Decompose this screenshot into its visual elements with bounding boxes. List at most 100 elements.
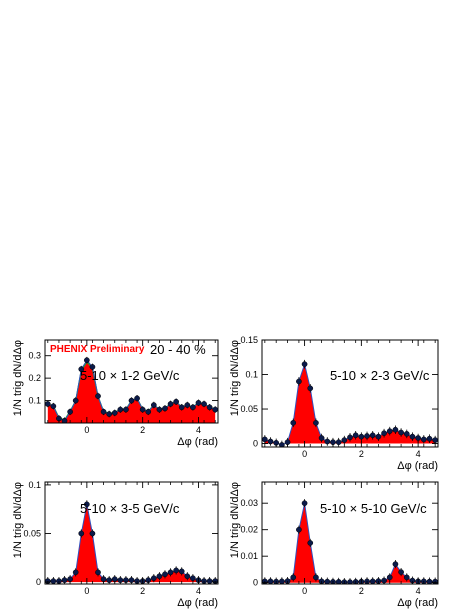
data-point bbox=[173, 398, 179, 405]
data-point bbox=[279, 578, 285, 584]
data-point bbox=[190, 575, 196, 582]
x-axis-title: Δφ (rad) bbox=[397, 460, 438, 472]
data-point bbox=[100, 408, 107, 415]
data-point bbox=[128, 397, 135, 404]
y-tick-label: 0 bbox=[253, 578, 258, 588]
data-point bbox=[95, 569, 101, 576]
plot-frame bbox=[44, 481, 219, 585]
data-point bbox=[341, 437, 348, 443]
data-point bbox=[100, 576, 107, 582]
data-point bbox=[409, 433, 416, 440]
y-axis-title: 1/N trig dN/dΔφ bbox=[12, 340, 24, 416]
x-tick-label: 4 bbox=[196, 425, 201, 435]
x-tick-label: 2 bbox=[359, 449, 364, 459]
data-point bbox=[95, 393, 101, 399]
data-point bbox=[134, 395, 140, 402]
data-point bbox=[173, 567, 179, 574]
y-tick-label: 0.1 bbox=[28, 396, 41, 406]
data-point bbox=[61, 577, 68, 583]
data-point bbox=[156, 573, 163, 580]
x-tick-label: 0 bbox=[84, 425, 89, 435]
y-tick-label: 0.15 bbox=[240, 335, 258, 345]
panel-2: 0 2 4 0 0.05 0.1 0.15 Δφ (rad) 1/N trig dN/dΔφ 5-… bbox=[229, 335, 439, 472]
data-point bbox=[307, 385, 314, 392]
y-tick-label: 0.02 bbox=[240, 525, 258, 535]
data-point bbox=[206, 404, 213, 411]
data-point bbox=[84, 501, 90, 508]
data-point bbox=[67, 408, 73, 415]
data-point bbox=[335, 439, 342, 446]
data-point bbox=[432, 437, 438, 443]
data-point bbox=[352, 432, 359, 439]
y-tick-label: 0.03 bbox=[240, 498, 258, 508]
data-point bbox=[206, 578, 213, 584]
data-point bbox=[84, 357, 90, 364]
x-tick-label: 0 bbox=[84, 586, 89, 596]
data-point bbox=[347, 579, 353, 584]
data-point bbox=[190, 404, 196, 411]
data-point bbox=[156, 406, 163, 413]
data-point bbox=[290, 574, 297, 581]
data-point bbox=[313, 574, 319, 581]
data-point bbox=[106, 577, 113, 583]
y-tick-label: 0.01 bbox=[240, 551, 258, 561]
data-point bbox=[335, 579, 342, 584]
data-point bbox=[386, 428, 393, 434]
y-tick-label: 0.05 bbox=[23, 528, 41, 538]
data-point bbox=[375, 433, 382, 440]
y-tick-label: 0.2 bbox=[28, 373, 41, 383]
data-point bbox=[392, 561, 399, 567]
data-point bbox=[262, 436, 268, 443]
data-point bbox=[296, 378, 302, 385]
data-point bbox=[267, 578, 274, 584]
data-point bbox=[184, 402, 191, 408]
data-point bbox=[307, 540, 314, 546]
panel-annotation: 5-10 × 3-5 GeV/c bbox=[80, 501, 180, 516]
data-point bbox=[123, 406, 129, 413]
data-point bbox=[201, 401, 207, 407]
data-point bbox=[324, 578, 331, 584]
data-point bbox=[358, 433, 365, 440]
brand-label: PHENIX Preliminary bbox=[50, 344, 145, 355]
plot-area bbox=[45, 356, 218, 423]
data-point bbox=[279, 442, 285, 447]
y-tick-label: 0.1 bbox=[245, 370, 258, 380]
plot-frame bbox=[44, 339, 219, 424]
panel-annotation: 5-10 × 1-2 GeV/c bbox=[80, 368, 180, 383]
y-tick-label: 0 bbox=[36, 577, 41, 587]
data-point bbox=[420, 436, 427, 443]
data-point bbox=[381, 430, 387, 437]
data-point bbox=[212, 406, 218, 413]
data-point bbox=[267, 438, 274, 445]
centrality-label: 20 - 40 % bbox=[150, 342, 206, 357]
data-point bbox=[45, 401, 51, 407]
y-tick-label: 0 bbox=[253, 439, 258, 449]
x-tick-label: 4 bbox=[416, 449, 421, 459]
data-point bbox=[50, 403, 57, 410]
data-point bbox=[128, 577, 135, 583]
data-point bbox=[89, 364, 96, 370]
data-point bbox=[106, 411, 113, 417]
x-axis-title: Δφ (rad) bbox=[177, 436, 218, 448]
data-point bbox=[296, 526, 302, 533]
data-point bbox=[150, 402, 157, 408]
plot-frame bbox=[261, 339, 439, 448]
data-point bbox=[392, 426, 399, 433]
signal-area bbox=[47, 360, 216, 423]
data-point bbox=[386, 574, 393, 581]
panel-1: 0 2 4 0.1 0.2 0.3 Δφ (rad) 1/N trig dN/dΔφ 5-10 … bbox=[12, 339, 219, 448]
data-point bbox=[381, 577, 387, 584]
data-point bbox=[369, 578, 376, 584]
data-point bbox=[150, 575, 157, 582]
data-point bbox=[50, 578, 57, 584]
data-point bbox=[162, 571, 168, 578]
x-tick-label: 2 bbox=[359, 586, 364, 596]
data-point bbox=[178, 568, 185, 575]
y-axis-title: 1/N trig dN/dΔφ bbox=[229, 340, 241, 416]
data-point bbox=[167, 401, 174, 407]
plot-area bbox=[262, 359, 438, 447]
data-point bbox=[318, 435, 325, 441]
data-point bbox=[324, 438, 331, 445]
panel-annotation: 5-10 × 2-3 GeV/c bbox=[330, 368, 430, 383]
